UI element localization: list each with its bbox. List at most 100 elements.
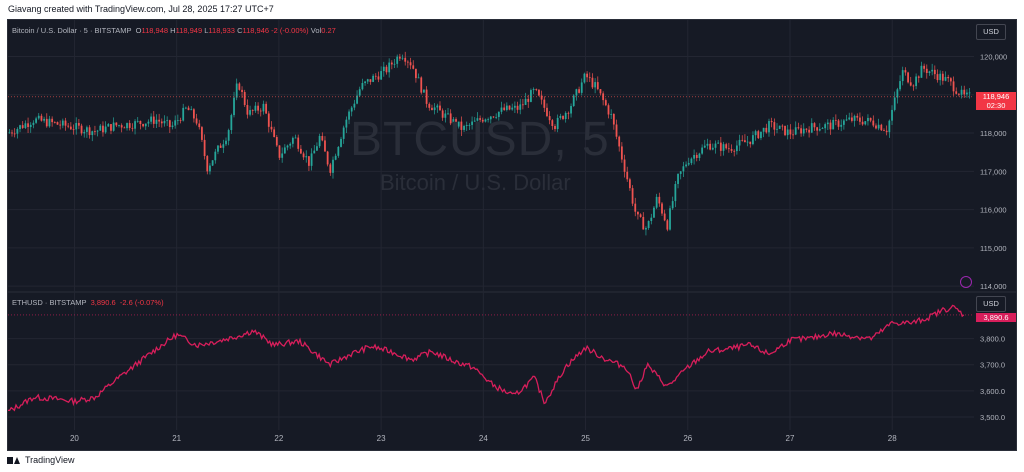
- candle-body: [431, 107, 433, 111]
- candle-body: [326, 151, 329, 165]
- eth-symbol: ETHUSD · BITSTAMP: [12, 298, 87, 307]
- candle-body: [305, 156, 308, 158]
- candle-body: [238, 83, 241, 90]
- candle-body: [91, 131, 94, 136]
- candle-body: [230, 115, 233, 131]
- candle-body: [941, 73, 944, 81]
- watermark-ticker: BTCUSD, 5: [350, 113, 610, 166]
- volume-label: Vol: [310, 26, 322, 35]
- candle-body: [329, 164, 332, 173]
- candle-body: [511, 107, 514, 110]
- candle-body: [821, 128, 824, 130]
- candle-body: [123, 127, 126, 129]
- candle-body: [554, 126, 556, 130]
- candle-body: [727, 148, 730, 150]
- btc-y-tick-label: 114,000: [980, 282, 1007, 291]
- candle-body: [674, 183, 677, 202]
- candle-body: [184, 107, 187, 109]
- btc-y-tick-label: 115,000: [980, 244, 1007, 253]
- candle-body: [144, 123, 147, 127]
- candle-body: [610, 113, 613, 115]
- candle-body: [663, 213, 666, 221]
- eth-currency-button[interactable]: USD: [976, 296, 1006, 312]
- candle-body: [842, 120, 845, 125]
- candle-body: [816, 127, 819, 131]
- candle-body: [415, 68, 417, 79]
- high-label: H: [170, 26, 176, 35]
- candle-body: [752, 135, 754, 145]
- candle-body: [118, 125, 120, 126]
- btc-y-tick-label: 116,000: [980, 206, 1007, 215]
- candle-body: [332, 159, 334, 173]
- candle-body: [80, 125, 83, 134]
- candle-body: [567, 112, 570, 114]
- candle-body: [136, 120, 139, 122]
- candle-body: [225, 140, 227, 145]
- candle-body: [476, 118, 479, 121]
- candle-body: [690, 158, 693, 164]
- candle-body: [380, 71, 383, 80]
- candle-body: [706, 143, 709, 146]
- candle-body: [286, 145, 289, 148]
- candle-body: [297, 137, 300, 149]
- candle-body: [957, 93, 960, 95]
- candle-body: [163, 120, 166, 124]
- candle-body: [829, 122, 832, 130]
- candle-body: [762, 127, 765, 132]
- candle-body: [626, 171, 629, 180]
- candle-body: [13, 133, 16, 135]
- candle-body: [417, 77, 420, 79]
- candle-body: [516, 105, 519, 110]
- candle-body: [944, 76, 947, 81]
- candle-body: [348, 111, 350, 120]
- alert-icon[interactable]: [960, 276, 972, 288]
- candle-body: [388, 62, 391, 73]
- candle-body: [433, 107, 436, 111]
- candle-body: [875, 125, 877, 129]
- candle-body: [912, 85, 915, 87]
- candle-body: [289, 143, 292, 146]
- candle-body: [321, 136, 324, 141]
- candle-body: [575, 89, 578, 96]
- candle-body: [877, 124, 880, 129]
- candle-body: [152, 116, 155, 124]
- candle-body: [211, 160, 214, 166]
- btc-legend[interactable]: Bitcoin / U.S. Dollar · 5 · BITSTAMP O11…: [12, 26, 336, 35]
- candle-body: [711, 147, 714, 150]
- candle-body: [267, 113, 270, 127]
- footer: TradingView: [7, 455, 75, 465]
- candle-body: [246, 104, 249, 115]
- candle-body: [372, 75, 375, 82]
- candle-body: [901, 70, 904, 82]
- candle-body: [29, 124, 32, 128]
- candle-body: [385, 66, 388, 73]
- candle-body: [134, 121, 136, 129]
- candle-body: [377, 76, 380, 80]
- candle-body: [425, 89, 428, 104]
- candle-body: [570, 106, 572, 114]
- candle-body: [96, 130, 99, 132]
- candle-body: [741, 139, 744, 141]
- candle-body: [631, 188, 634, 204]
- btc-currency-button[interactable]: USD: [976, 24, 1006, 40]
- candle-body: [37, 115, 40, 119]
- candle-body: [669, 208, 671, 230]
- candle-body: [647, 221, 650, 228]
- candle-body: [428, 103, 431, 108]
- candle-body: [16, 129, 19, 134]
- candle-body: [685, 164, 687, 167]
- candle-body: [51, 118, 54, 123]
- candle-body: [698, 153, 701, 159]
- candle-body: [489, 116, 492, 120]
- candle-body: [907, 72, 909, 83]
- candle-body: [45, 118, 48, 127]
- candle-body: [203, 139, 206, 157]
- candle-body: [131, 127, 134, 129]
- candle-body: [760, 131, 762, 139]
- candle-body: [361, 83, 364, 90]
- eth-legend[interactable]: ETHUSD · BITSTAMP 3,890.6 -2.6 (-0.07%): [12, 298, 164, 307]
- candle-body: [543, 99, 546, 108]
- candle-body: [869, 117, 872, 121]
- candle-body: [909, 82, 912, 86]
